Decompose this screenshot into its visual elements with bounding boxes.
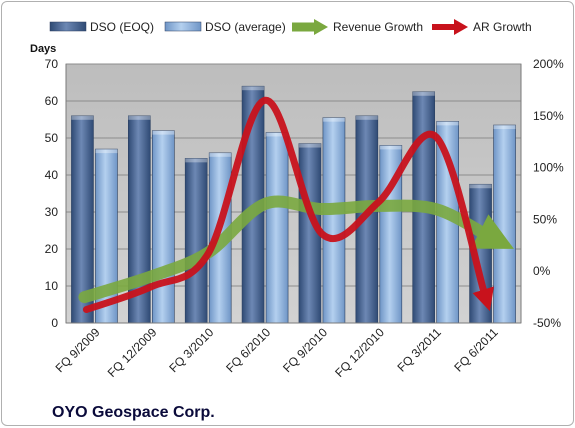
legend-label: AR Growth: [473, 20, 532, 34]
x-tick-label: FQ 12/2009: [105, 325, 160, 380]
growth-lines: [78, 96, 514, 314]
bar-dso-eoq: [128, 115, 151, 324]
y2-tick-label: -50%: [533, 316, 561, 330]
legend: DSO (EOQ) DSO (average) Revenue Growth AR G…: [49, 19, 532, 35]
bar-dso-average-cap: [493, 125, 516, 130]
x-tick-label: FQ 6/2011: [451, 325, 501, 375]
bar-dso-average: [322, 117, 346, 324]
bar-dso-average-cap: [436, 121, 459, 126]
y-tick-label: 10: [45, 279, 59, 293]
bar-dso-eoq-cap: [242, 86, 265, 91]
y-tick-label: 40: [45, 168, 59, 182]
bar-dso-average-cap: [209, 152, 232, 157]
right-axis-ticks: -50% 0% 50% 100% 150% 200%: [533, 57, 564, 330]
legend-item: DSO (EOQ): [49, 20, 154, 34]
bar-dso-average-body: [152, 130, 175, 324]
y2-tick-label: 0%: [533, 264, 551, 278]
legend-item: AR Growth: [432, 19, 532, 35]
bar-dso-eoq-cap: [71, 115, 94, 120]
bar-dso-eoq-cap: [355, 115, 378, 120]
bar-dso-eoq-cap: [185, 158, 208, 163]
bar-dso-average-cap: [266, 132, 289, 137]
revenue-growth-line: [78, 195, 514, 304]
bar-dso-average-body: [322, 117, 346, 324]
bar-dso-average-cap: [152, 130, 175, 135]
legend-item: DSO (average): [164, 20, 286, 34]
bar-dso-average-cap: [322, 117, 345, 122]
bar-dso-average-cap: [379, 145, 402, 150]
legend-item: Revenue Growth: [292, 19, 423, 35]
y-tick-label: 70: [45, 57, 59, 71]
y-tick-label: 50: [45, 131, 59, 145]
left-axis-ticks: 0 10 20 30 40 50 60 70: [45, 57, 59, 330]
bar-dso-average-body: [493, 124, 516, 324]
x-tick-label: FQ 3/2011: [394, 325, 444, 375]
y2-tick-label: 50%: [533, 212, 557, 226]
bar-dso-eoq-cap: [412, 91, 435, 96]
bar-dso-average: [152, 130, 175, 324]
bar-dso-average-body: [265, 132, 289, 324]
bar-dso-average: [265, 132, 289, 324]
y-tick-label: 0: [51, 316, 58, 330]
bar-dso-average-cap: [95, 149, 118, 154]
axes: [65, 64, 522, 324]
legend-label: DSO (average): [205, 20, 286, 34]
bar-dso-eoq: [71, 115, 94, 324]
y-tick-label: 30: [45, 205, 59, 219]
legend-arrowhead: [314, 19, 328, 35]
y-tick-label: 20: [45, 242, 59, 256]
y-tick-label: 60: [45, 94, 59, 108]
bar-dso-eoq-cap: [469, 184, 492, 189]
bar-dso-eoq-body: [184, 158, 208, 324]
x-tick-label: FQ 3/2010: [166, 325, 216, 375]
ar-growth-line: [82, 96, 494, 314]
legend-swatch: [164, 21, 202, 32]
bar-dso-eoq-cap: [298, 143, 321, 148]
y-axis-title: Days: [30, 43, 56, 55]
bars: [71, 85, 516, 324]
legend-arrowhead: [454, 19, 468, 35]
x-axis-ticks: FQ 9/2009 FQ 12/2009 FQ 3/2010 FQ 6/2010 FQ …: [53, 325, 501, 380]
y2-tick-label: 200%: [533, 57, 564, 71]
legend-label: Revenue Growth: [333, 20, 423, 34]
chart-title: OYO Geospace Corp.: [52, 404, 215, 421]
legend-label: DSO (EOQ): [90, 20, 154, 34]
x-tick-label: FQ 6/2010: [223, 325, 273, 375]
y2-tick-label: 100%: [533, 161, 564, 175]
bar-dso-eoq: [184, 158, 208, 324]
legend-swatch: [49, 21, 87, 32]
x-tick-label: FQ 12/2010: [332, 325, 387, 380]
x-tick-label: FQ 9/2009: [53, 325, 103, 375]
bar-dso-average: [493, 124, 516, 324]
bar-dso-eoq-cap: [128, 115, 151, 120]
x-tick-label: FQ 9/2010: [280, 325, 330, 375]
y2-tick-label: 150%: [533, 109, 564, 123]
